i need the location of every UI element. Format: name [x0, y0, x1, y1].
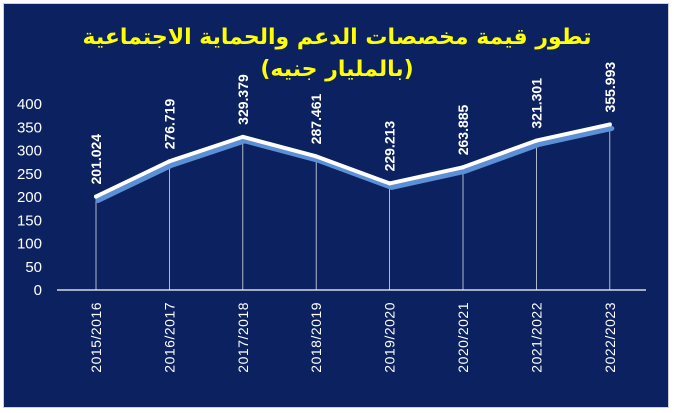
y-tick-label: 200: [17, 189, 42, 206]
x-tick-label: 2015/2016: [88, 302, 104, 373]
data-label: 329.379: [235, 74, 251, 125]
chart-title: تطور قيمة مخصصات الدعم والحماية الاجتماع…: [83, 25, 592, 50]
data-point: [461, 165, 465, 170]
series-line-path: [94, 122, 612, 199]
x-tick-label: 2016/2017: [161, 302, 177, 373]
data-point: [167, 159, 172, 164]
x-tick-label: 2019/2020: [382, 302, 398, 373]
y-tick-label: 0: [34, 282, 42, 299]
y-axis: 0 50 100 150 200 250 300 350 400: [17, 96, 42, 299]
data-point: [94, 194, 98, 199]
chart-frame: تطور قيمة مخصصات الدعم والحماية الاجتماع…: [3, 3, 669, 408]
series-line: [94, 122, 615, 204]
x-tick-label: 2018/2019: [308, 302, 324, 373]
y-tick-label: 100: [17, 236, 42, 253]
data-point: [534, 138, 539, 143]
x-tick-label: 2017/2018: [235, 302, 251, 373]
y-tick-label: 350: [17, 119, 42, 136]
data-label: 263.885: [455, 104, 471, 155]
data-label: 229.213: [382, 121, 398, 172]
data-point: [607, 122, 612, 127]
data-point: [240, 134, 245, 139]
chart-subtitle: (بالمليار جنيه): [260, 57, 413, 82]
data-label: 201.024: [88, 134, 104, 185]
x-tick-label: 2022/2023: [602, 302, 618, 373]
data-label: 355.993: [602, 62, 618, 113]
y-tick-label: 400: [17, 96, 42, 113]
data-point: [314, 154, 319, 159]
x-tick-label: 2021/2022: [528, 302, 544, 373]
y-tick-label: 250: [17, 166, 42, 183]
series-line-shadow: [95, 125, 615, 204]
data-point: [387, 181, 392, 186]
data-label: 321.301: [528, 78, 544, 129]
drop-lines: [95, 124, 611, 290]
data-label: 276.719: [161, 99, 177, 150]
y-tick-label: 150: [17, 212, 42, 229]
y-tick-label: 300: [17, 143, 42, 160]
data-labels: 201.024 276.719 329.379 287.461 229.213 263.8…: [88, 62, 618, 185]
x-tick-label: 2020/2021: [455, 302, 471, 373]
line-chart: تطور قيمة مخصصات الدعم والحماية الاجتماع…: [17, 25, 646, 373]
y-tick-label: 50: [25, 259, 42, 276]
x-axis: 2015/2016 2016/2017 2017/2018 2018/2019 2019…: [57, 289, 646, 373]
data-label: 287.461: [308, 94, 324, 145]
